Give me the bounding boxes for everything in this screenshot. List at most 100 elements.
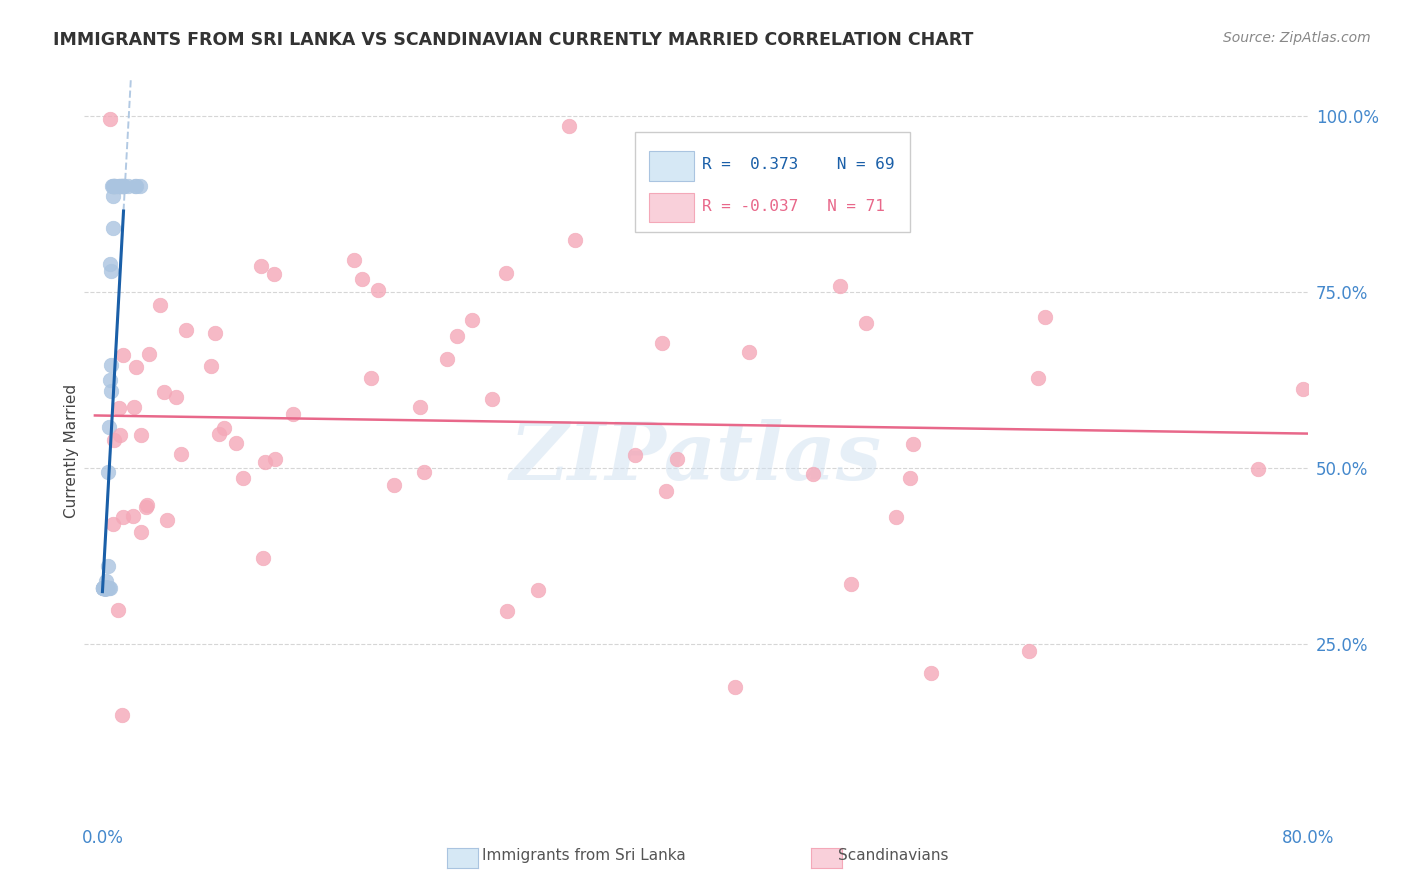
Point [94, 581, 117, 595]
Point [841, 577, 863, 591]
Point [96, 581, 118, 595]
Point [101, 179, 124, 194]
Point [103, 434, 125, 448]
Point [117, 179, 139, 194]
Point [103, 516, 125, 531]
Point [654, 483, 676, 498]
Point [200, 359, 222, 374]
Point [96, 581, 118, 595]
FancyBboxPatch shape [636, 132, 910, 232]
Point [97, 558, 120, 573]
Point [135, 499, 157, 513]
Point [94, 581, 117, 595]
Point [93, 581, 115, 595]
Text: IMMIGRANTS FROM SRI LANKA VS SCANDINAVIAN CURRENTLY MARRIED CORRELATION CHART: IMMIGRANTS FROM SRI LANKA VS SCANDINAVIA… [53, 31, 974, 49]
Point [527, 583, 550, 598]
Point [93, 581, 115, 595]
Point [1247, 461, 1270, 475]
Point [96, 581, 118, 595]
Point [283, 408, 305, 422]
Point [97, 465, 120, 479]
Point [103, 179, 125, 194]
Text: Scandinavians: Scandinavians [838, 848, 948, 863]
Text: R = -0.037   N = 71: R = -0.037 N = 71 [702, 199, 884, 214]
Point [103, 179, 125, 194]
Point [101, 188, 124, 202]
Point [460, 313, 482, 327]
Point [343, 252, 366, 267]
Point [112, 179, 135, 194]
Point [93, 581, 115, 595]
Point [564, 233, 586, 247]
Point [128, 179, 150, 194]
Point [1292, 382, 1315, 396]
Point [103, 179, 125, 194]
Point [94, 581, 117, 595]
Point [920, 665, 942, 680]
Point [94, 581, 117, 595]
Point [360, 371, 382, 385]
Point [111, 509, 134, 524]
Point [125, 359, 148, 374]
Point [108, 179, 131, 194]
Point [232, 471, 254, 485]
Point [138, 347, 160, 361]
Point [1018, 644, 1040, 658]
Point [801, 467, 824, 482]
Text: Immigrants from Sri Lanka: Immigrants from Sri Lanka [482, 848, 685, 863]
Point [436, 351, 458, 366]
Point [901, 437, 924, 451]
Point [93, 581, 115, 595]
Point [830, 279, 852, 293]
Point [93, 581, 115, 595]
Point [104, 179, 127, 194]
Point [94, 581, 117, 595]
Point [94, 581, 117, 595]
Point [112, 179, 135, 194]
Point [93, 581, 115, 595]
Point [98, 581, 121, 595]
Point [651, 336, 673, 351]
Point [153, 385, 176, 400]
Point [91, 581, 114, 595]
Point [94, 581, 117, 595]
Point [135, 500, 157, 514]
Point [98, 112, 121, 126]
Point [91, 581, 114, 595]
Point [446, 329, 468, 343]
Point [107, 603, 129, 617]
FancyBboxPatch shape [650, 151, 693, 181]
Point [884, 510, 907, 524]
Point [367, 283, 389, 297]
Point [495, 266, 517, 280]
Point [93, 581, 115, 595]
Point [208, 427, 231, 442]
Point [96, 581, 118, 595]
Point [855, 316, 877, 330]
Point [481, 392, 503, 406]
Point [252, 551, 274, 566]
Point [225, 436, 247, 450]
Point [253, 455, 276, 469]
Point [96, 581, 118, 595]
Point [112, 179, 135, 194]
Point [97, 581, 120, 595]
Point [111, 179, 134, 194]
Point [623, 448, 645, 462]
Text: R =  0.373    N = 69: R = 0.373 N = 69 [702, 158, 894, 172]
Point [1026, 371, 1049, 385]
Point [496, 604, 519, 618]
Text: Source: ZipAtlas.com: Source: ZipAtlas.com [1223, 31, 1371, 45]
Point [129, 428, 152, 442]
Point [97, 420, 120, 434]
Point [93, 581, 115, 595]
Point [170, 447, 193, 461]
Point [122, 508, 145, 523]
Point [148, 298, 170, 312]
Point [94, 581, 117, 595]
Text: ZIPatlas: ZIPatlas [510, 419, 882, 497]
Point [94, 581, 117, 595]
Point [100, 264, 122, 278]
Point [94, 581, 117, 595]
Point [112, 348, 135, 362]
